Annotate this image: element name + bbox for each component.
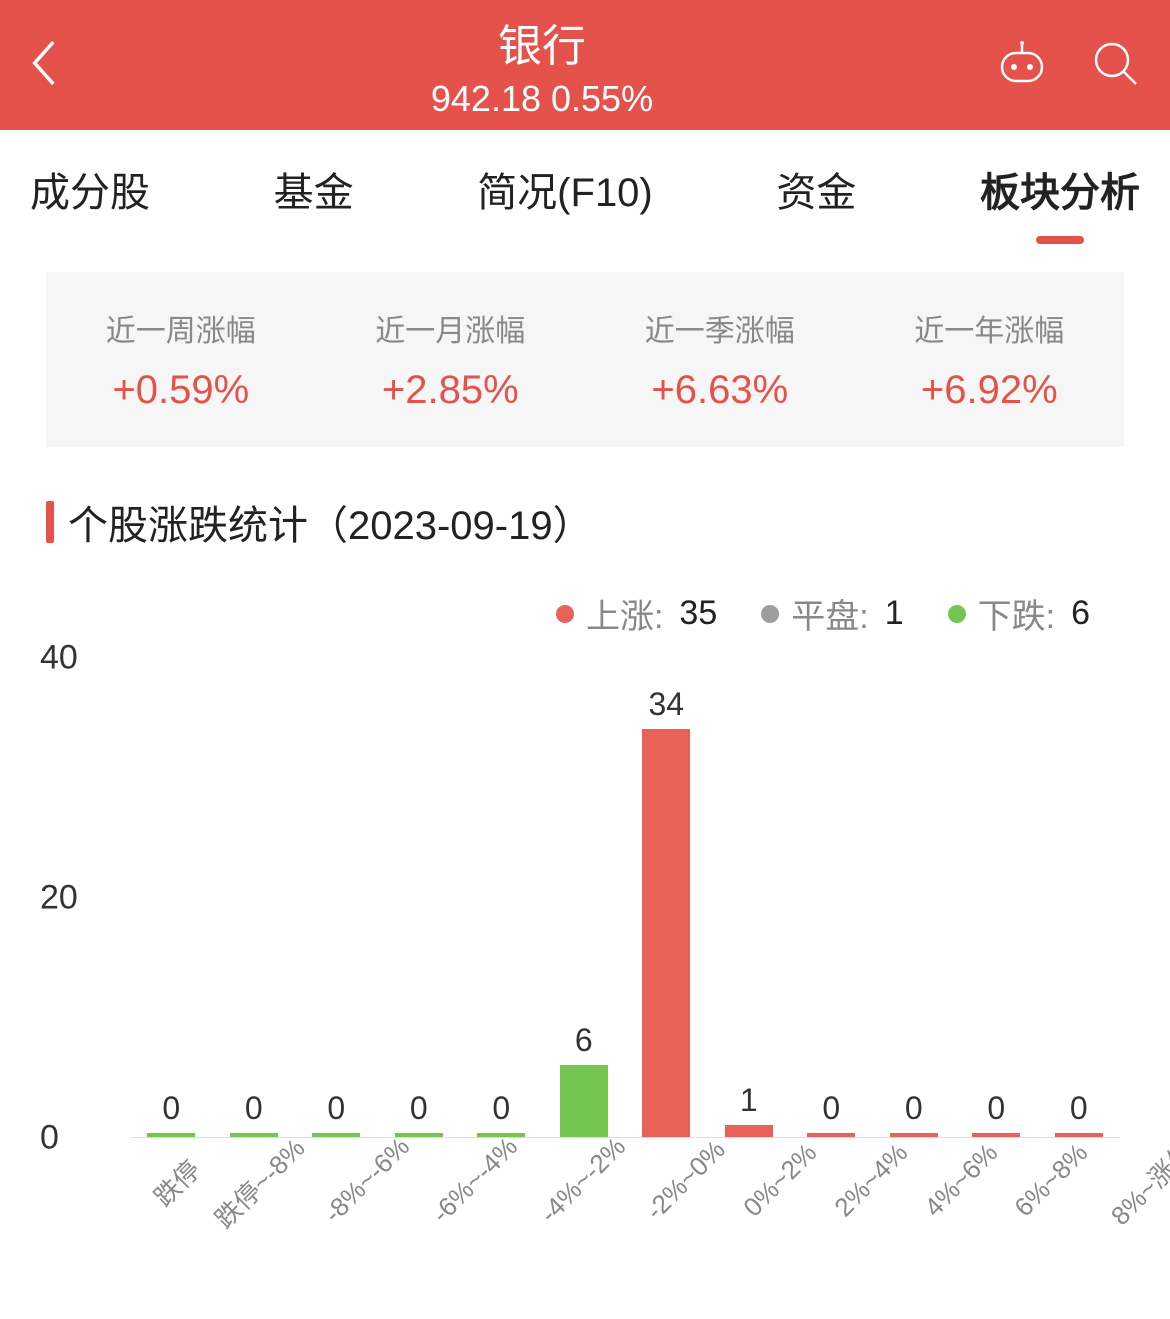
- bar-slot: 0: [130, 658, 213, 1137]
- legend-item-1: 平盘: 1: [761, 589, 903, 638]
- bar-slot: 0: [378, 658, 461, 1137]
- bar-value-label: 0: [327, 1090, 345, 1127]
- bar-slot: 0: [295, 658, 378, 1137]
- bar-value-label: 0: [1070, 1090, 1088, 1127]
- tab-2[interactable]: 简况(F10): [477, 160, 653, 244]
- bar-value-label: 0: [245, 1090, 263, 1127]
- bar-slot: 0: [955, 658, 1038, 1137]
- bar-value-label: 0: [987, 1090, 1005, 1127]
- legend-value: 35: [679, 594, 717, 633]
- bar-slot: 1: [708, 658, 791, 1137]
- bar-slot: 0: [460, 658, 543, 1137]
- chart-bars: 0000063410000: [130, 658, 1120, 1137]
- stat-value: +6.92%: [855, 368, 1125, 413]
- assistant-icon[interactable]: [994, 35, 1050, 96]
- legend-item-0: 上涨: 35: [556, 589, 717, 638]
- header-actions: [994, 35, 1140, 96]
- header-subtitle: 942.18 0.55%: [90, 78, 994, 120]
- section-title: 个股涨跌统计（2023-09-19）: [46, 493, 1170, 551]
- header-change: 0.55%: [551, 78, 653, 119]
- legend-value: 1: [885, 594, 904, 633]
- tab-0[interactable]: 成分股: [30, 160, 150, 244]
- stat-label: 近一年涨幅: [855, 306, 1125, 350]
- legend-dot: [948, 605, 966, 623]
- bar-value-label: 0: [162, 1090, 180, 1127]
- stat-label: 近一月涨幅: [316, 306, 586, 350]
- legend-label: 下跌:: [978, 589, 1055, 638]
- tab-4[interactable]: 板块分析: [980, 160, 1140, 244]
- search-icon[interactable]: [1090, 38, 1140, 93]
- section-title-text: 个股涨跌统计（2023-09-19）: [68, 493, 593, 551]
- legend-item-2: 下跌: 6: [948, 589, 1090, 638]
- chart-legend: 上涨: 35 平盘: 1 下跌: 6: [0, 551, 1170, 638]
- bar-slot: 6: [543, 658, 626, 1137]
- bar-value-label: 0: [822, 1090, 840, 1127]
- stat-cell-3: 近一年涨幅 +6.92%: [855, 306, 1125, 413]
- stat-label: 近一季涨幅: [585, 306, 855, 350]
- x-axis-labels: 跌停跌停~-8%-8%~-6%-6%~-4%-4%~-2%-2%~0%0%~2%…: [130, 1148, 1120, 1185]
- legend-dot: [761, 605, 779, 623]
- app-header: 银行 942.18 0.55%: [0, 0, 1170, 130]
- bar-slot: 0: [790, 658, 873, 1137]
- bar-slot: 0: [1038, 658, 1121, 1137]
- bar-slot: 0: [873, 658, 956, 1137]
- tab-1[interactable]: 基金: [274, 160, 354, 244]
- y-axis: 02040: [40, 658, 110, 1138]
- bar-value-label: 34: [648, 686, 684, 723]
- stat-cell-1: 近一月涨幅 +2.85%: [316, 306, 586, 413]
- bar-value-label: 0: [905, 1090, 923, 1127]
- back-icon[interactable]: [30, 39, 90, 92]
- period-stats: 近一周涨幅 +0.59%近一月涨幅 +2.85% 近一季涨幅 +6.63%近一年涨幅 +6…: [46, 272, 1124, 447]
- bar-slot: 0: [213, 658, 296, 1137]
- legend-dot: [556, 605, 574, 623]
- bar: [725, 1125, 773, 1137]
- tab-3[interactable]: 资金: [776, 160, 856, 244]
- distribution-chart: 02040 0000063410000 跌停跌停~-8%-8%~-6%-6%~-…: [40, 658, 1130, 1298]
- stat-label: 近一周涨幅: [46, 306, 316, 350]
- y-tick: 20: [40, 879, 78, 918]
- stat-value: +2.85%: [316, 368, 586, 413]
- bar-value-label: 1: [740, 1082, 758, 1119]
- bar-value-label: 0: [410, 1090, 428, 1127]
- bar: [312, 1133, 360, 1137]
- legend-label: 上涨:: [586, 589, 663, 638]
- y-tick: 0: [40, 1119, 59, 1158]
- legend-value: 6: [1071, 594, 1090, 633]
- bar: [642, 729, 690, 1137]
- header-price: 942.18: [431, 78, 541, 119]
- stat-value: +0.59%: [46, 368, 316, 413]
- bar-value-label: 6: [575, 1022, 593, 1059]
- stat-cell-2: 近一季涨幅 +6.63%: [585, 306, 855, 413]
- stat-value: +6.63%: [585, 368, 855, 413]
- legend-label: 平盘:: [791, 589, 868, 638]
- stat-cell-0: 近一周涨幅 +0.59%: [46, 306, 316, 413]
- header-title-block: 银行 942.18 0.55%: [90, 10, 994, 120]
- chart-plot: 0000063410000: [130, 658, 1120, 1138]
- y-tick: 40: [40, 639, 78, 678]
- bar-slot: 34: [625, 658, 708, 1137]
- header-title: 银行: [90, 10, 994, 74]
- x-label: 跌停: [138, 1130, 201, 1193]
- tab-bar: 成分股 基金 简况(F10) 资金 板块分析: [0, 130, 1170, 244]
